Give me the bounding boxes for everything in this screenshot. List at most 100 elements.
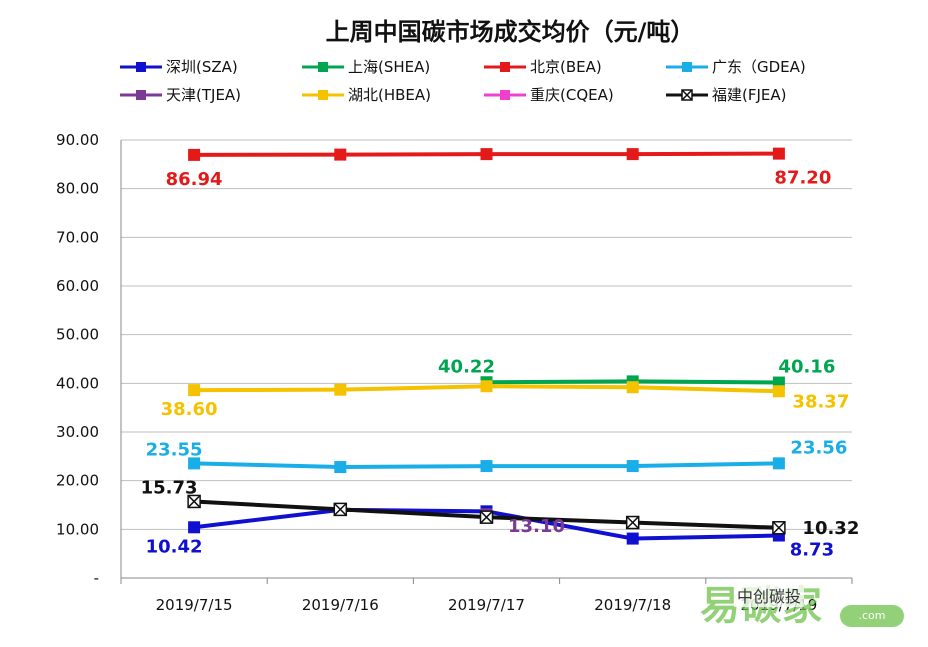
marker: [626, 381, 639, 394]
data-point: [334, 383, 347, 396]
marker-cross: [333, 502, 347, 516]
data-label: 38.37: [792, 391, 849, 412]
data-point: [480, 380, 493, 393]
data-point: [480, 460, 493, 473]
data-label: 40.16: [778, 357, 835, 378]
marker: [318, 62, 328, 72]
data-label: 87.20: [774, 168, 831, 189]
y-tick-label: 80.00: [56, 180, 99, 198]
data-label: 23.56: [790, 437, 847, 458]
marker: [136, 90, 146, 100]
x-tick-label: 2019/7/18: [594, 596, 671, 614]
legend-label: 天津(TJEA): [166, 86, 241, 104]
data-label: 15.73: [141, 477, 198, 498]
marker: [480, 380, 493, 393]
legend-item: 北京(BEA): [484, 58, 602, 76]
marker: [334, 148, 347, 161]
marker-cross: [479, 510, 494, 524]
data-point: [772, 521, 786, 535]
data-point: [626, 381, 639, 394]
data-label: 13.10: [508, 516, 565, 537]
legend-item: 天津(TJEA): [120, 86, 241, 104]
legend-item: 福建(FJEA): [666, 86, 787, 104]
marker: [480, 460, 493, 473]
series: [188, 457, 785, 474]
data-point: [188, 148, 201, 161]
y-tick-label: 40.00: [56, 374, 99, 392]
data-point: [626, 532, 639, 545]
watermark-site: .com: [840, 605, 904, 627]
legend-item: 湖北(HBEA): [302, 86, 431, 104]
data-label: 86.94: [166, 169, 223, 190]
y-tick-label: 70.00: [56, 228, 99, 246]
series: [187, 494, 786, 535]
legend-label: 湖北(HBEA): [348, 86, 431, 104]
legend-label: 上海(SHEA): [348, 58, 430, 76]
x-tick-label: 2019/7/15: [156, 596, 233, 614]
legend-label: 深圳(SZA): [166, 58, 238, 76]
data-label: 10.42: [146, 536, 203, 557]
watermark-logo: 易碳家 中创碳投 .com: [700, 583, 910, 633]
data-label: 23.55: [146, 439, 203, 460]
marker: [772, 147, 785, 160]
marker-cross: [187, 494, 201, 508]
data-label: 40.22: [438, 356, 495, 377]
data-label: 8.73: [790, 540, 834, 561]
y-tick-label: 30.00: [56, 423, 99, 441]
marker: [188, 521, 201, 534]
data-point: [480, 148, 493, 161]
marker: [772, 385, 785, 398]
legend-item: 重庆(CQEA): [484, 86, 614, 104]
data-point: [626, 148, 639, 161]
y-tick-label: 90.00: [56, 131, 99, 149]
y-tick-label: -: [94, 569, 99, 587]
legend: 深圳(SZA) 上海(SHEA) 北京(BEA) 广东（GDEA) 天津(TJEA) 湖北…: [120, 58, 806, 104]
marker: [188, 148, 201, 161]
data-point: [772, 385, 785, 398]
marker: [626, 148, 639, 161]
marker-cross: [626, 515, 640, 530]
data-labels: 86.94 87.20 40.22 40.16 38.60 38.37 23.55 23.56…: [141, 168, 860, 561]
marker: [188, 457, 201, 470]
data-point: [188, 384, 201, 397]
marker: [500, 62, 510, 72]
legend-label: 广东（GDEA): [712, 58, 806, 76]
data-label: 38.60: [161, 399, 218, 420]
watermark-badge: 中创碳投: [734, 583, 805, 607]
marker: [334, 383, 347, 396]
marker-cross: [681, 89, 693, 101]
y-tick-label: 10.00: [56, 520, 99, 538]
y-tick-label: 60.00: [56, 277, 99, 295]
marker: [480, 148, 493, 161]
marker: [318, 90, 328, 100]
series: [188, 147, 785, 161]
marker: [500, 90, 510, 100]
series-lines: [187, 147, 786, 545]
data-point: [626, 460, 639, 473]
legend-label: 北京(BEA): [530, 58, 602, 76]
axes: - 10.00 20.00 30.00 40.00 50.00 60.00 70.00 80.0…: [56, 131, 853, 614]
legend-item: 上海(SHEA): [302, 58, 430, 76]
data-point: [772, 457, 785, 470]
legend-label: 重庆(CQEA): [530, 86, 614, 104]
x-tick-label: 2019/7/17: [448, 596, 525, 614]
marker: [334, 461, 347, 474]
data-point: [334, 148, 347, 161]
legend-item: 广东（GDEA): [666, 58, 806, 76]
data-label: 10.32: [802, 518, 859, 539]
data-point: [187, 494, 201, 509]
data-point: [188, 521, 201, 534]
chart-title: 上周中国碳市场成交均价（元/吨）: [326, 18, 695, 46]
marker-cross: [772, 521, 786, 535]
data-point: [188, 457, 201, 470]
gridlines: [121, 139, 852, 530]
data-point: [772, 147, 785, 160]
series: [188, 380, 785, 398]
legend-label: 福建(FJEA): [712, 86, 787, 104]
marker: [626, 532, 639, 545]
data-point: [334, 461, 347, 474]
marker: [626, 460, 639, 473]
marker: [188, 384, 201, 397]
marker: [136, 62, 146, 72]
